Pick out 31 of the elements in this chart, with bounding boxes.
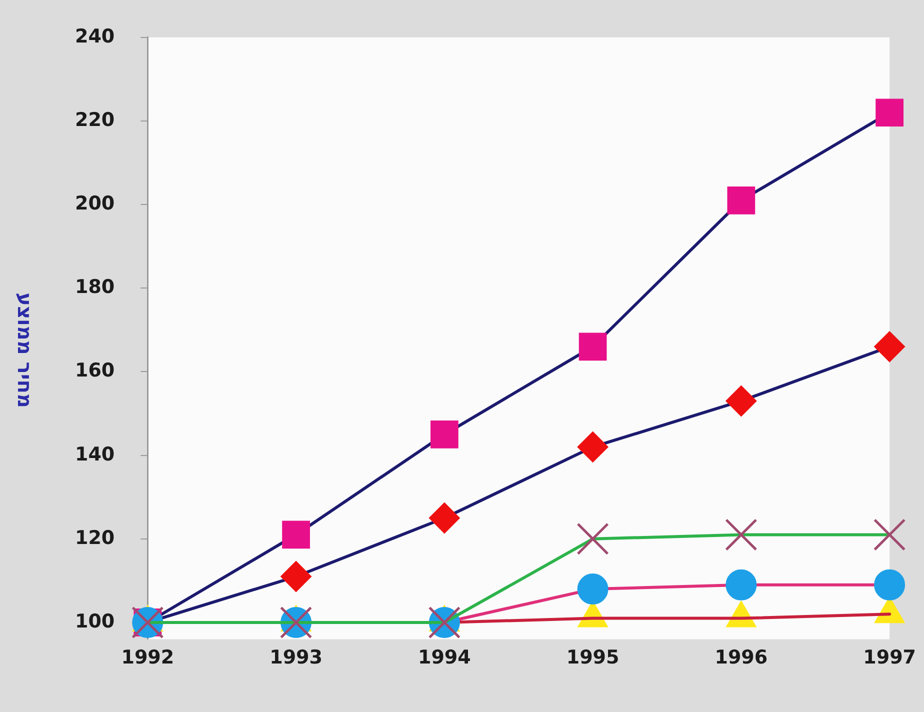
point [726,569,757,600]
point [282,520,310,549]
point [576,522,609,555]
y-tick-label: 100 [74,610,115,632]
y-axis-title: מחיר ממוצע [12,292,37,408]
point [874,569,906,600]
point [726,385,757,416]
x-tick-label: 1997 [863,646,916,669]
y-tick-label: 120 [74,526,115,549]
point [577,431,608,462]
x-tick-label: 1994 [418,646,471,669]
x-tick-label: 1995 [566,646,620,669]
y-tick-label: 140 [74,443,115,466]
point [874,331,906,362]
y-tick-label: 240 [74,25,115,48]
point [577,574,608,605]
y-tick-label: 200 [74,192,115,215]
point [578,332,607,361]
point [873,518,906,551]
y-tick-label: 160 [74,360,115,382]
y-tick-label: 180 [74,276,115,298]
x-tick-label: 1992 [121,646,174,669]
point [727,186,756,214]
point [430,420,458,448]
x-tick-label: 1996 [714,646,768,669]
point [428,502,460,534]
point [280,561,312,592]
x-tick-label: 1993 [270,646,322,669]
point [725,518,758,551]
y-tick-label: 220 [74,108,115,131]
point [876,98,904,127]
